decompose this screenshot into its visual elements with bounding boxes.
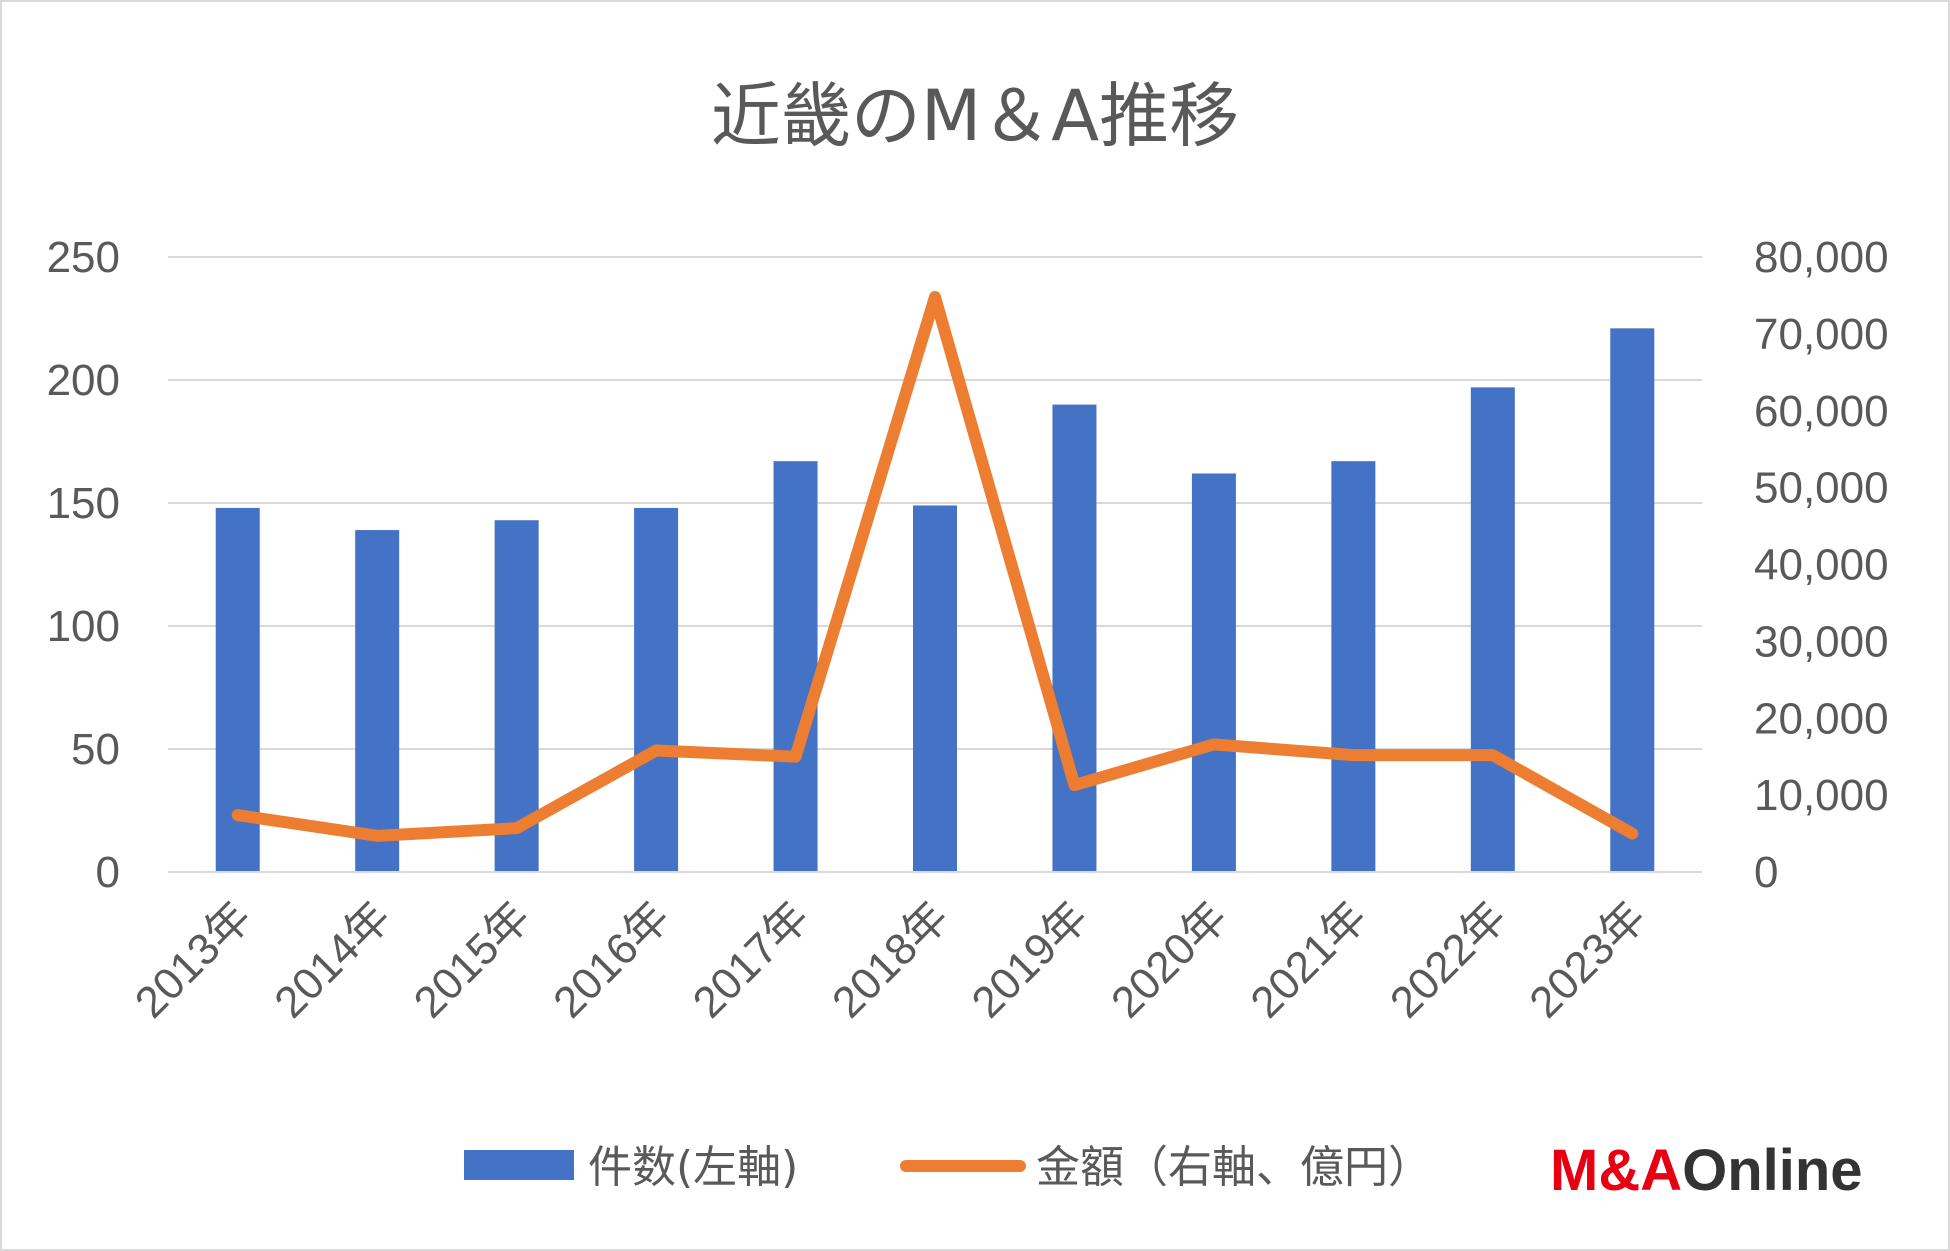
line-point [934, 295, 936, 298]
x-tick-label: 2023年 [1520, 892, 1655, 1027]
line-point [1631, 832, 1634, 835]
y-left-tick-label: 100 [47, 602, 120, 651]
bar [634, 507, 679, 872]
y-right-tick-label: 70,000 [1754, 310, 1889, 359]
x-tick-label: 2018年 [823, 892, 958, 1027]
logo-text: M&AOnline [1550, 1138, 1863, 1203]
line-series [231, 290, 1639, 842]
x-tick-label: 2019年 [963, 892, 1098, 1027]
bar [1331, 461, 1376, 872]
legend-swatch-bar [464, 1150, 574, 1180]
y-right-tick-label: 60,000 [1754, 387, 1889, 436]
line-point [1491, 754, 1494, 757]
bar [1052, 404, 1097, 872]
x-tick-label: 2021年 [1241, 892, 1376, 1027]
y-right-tick-label: 0 [1754, 848, 1778, 897]
line-point [1352, 754, 1355, 757]
x-tick-label: 2014年 [265, 892, 400, 1027]
y-left-tick-label: 150 [47, 479, 120, 528]
bar [1470, 387, 1515, 872]
x-tick-label: 2013年 [126, 892, 261, 1027]
y-left-tick-label: 250 [47, 233, 120, 282]
x-tick-label: 2020年 [1102, 892, 1237, 1027]
line-point [655, 749, 658, 752]
y-axis-left: 0 50 100 150 200 250 [47, 233, 120, 897]
line-point [1073, 784, 1076, 787]
line-point [1212, 743, 1215, 746]
logo-prefix: M&A [1550, 1138, 1682, 1203]
x-tick-label: 2017年 [684, 892, 819, 1027]
bar [1610, 328, 1655, 873]
line-point [794, 755, 797, 758]
y-axis-right: 0 10,000 20,000 30,000 40,000 50,000 60,000 70,… [1754, 233, 1889, 897]
bar-series [215, 328, 1655, 873]
x-tick-label: 2022年 [1381, 892, 1516, 1027]
bar [1191, 473, 1236, 872]
x-tick-label: 2016年 [544, 892, 679, 1027]
legend-label-line: 金額（右軸、億円） [1036, 1142, 1432, 1193]
y-right-tick-label: 20,000 [1754, 694, 1889, 743]
y-right-tick-label: 40,000 [1754, 541, 1889, 590]
y-left-tick-label: 200 [47, 356, 120, 405]
line-point [376, 834, 379, 837]
y-right-tick-label: 80,000 [1754, 233, 1889, 282]
y-right-tick-label: 10,000 [1754, 771, 1889, 820]
logo-suffix: Online [1682, 1138, 1862, 1203]
line-point [515, 827, 518, 830]
line-point [236, 814, 239, 817]
x-axis: 2013年 2014年 2015年 2016年 2017年 2018年 2019年 2020年… [126, 871, 1702, 1027]
bar [773, 461, 818, 872]
legend-label-bar: 件数(左軸) [588, 1142, 798, 1193]
x-tick-label: 2015年 [405, 892, 540, 1027]
chart-title: 近畿のM＆A推移 [711, 75, 1239, 157]
y-left-tick-label: 50 [71, 725, 120, 774]
y-right-tick-label: 50,000 [1754, 464, 1889, 513]
bar [913, 505, 957, 872]
legend: 件数(左軸) 金額（右軸、億円） [464, 1142, 1432, 1193]
y-right-tick-label: 30,000 [1754, 617, 1889, 666]
y-left-tick-label: 0 [96, 848, 120, 897]
ma-online-logo: M&AOnline [1550, 1138, 1863, 1203]
bar [355, 530, 400, 872]
